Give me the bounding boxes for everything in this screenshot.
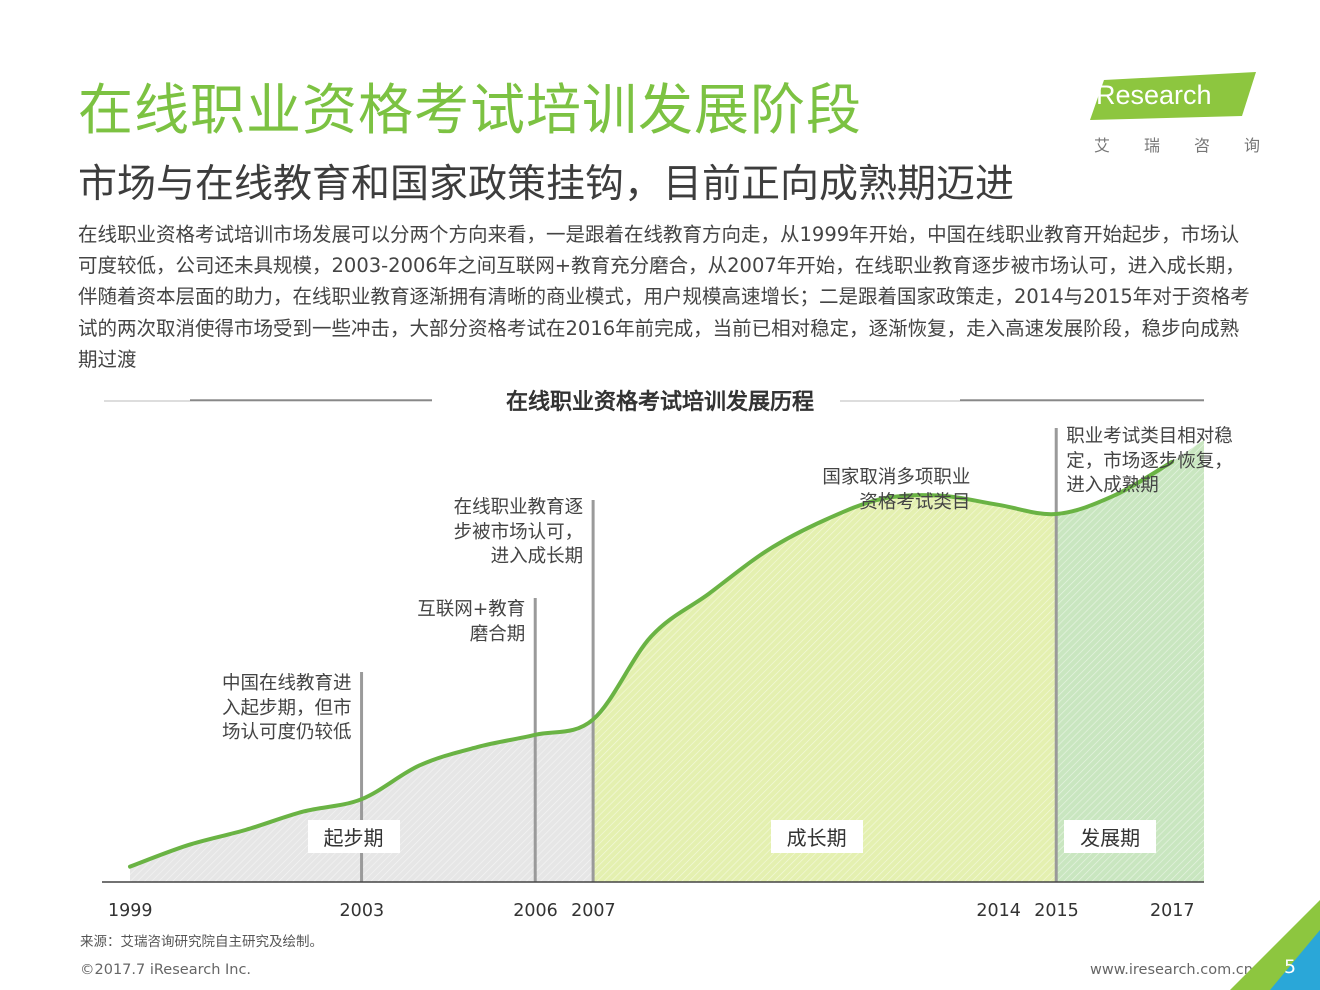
year-label-2017: 2017 — [1150, 901, 1195, 921]
annotation-line: 进入成熟期 — [1066, 475, 1159, 496]
annotation-2014: 国家取消多项职业资格考试类目 — [822, 466, 970, 515]
chart-title: 在线职业资格考试培训发展历程 — [0, 384, 1320, 416]
copyright: ©2017.7 iResearch Inc. — [80, 962, 252, 978]
website-link[interactable]: www.iresearch.com.cn — [1090, 962, 1253, 978]
annotation-line: 入起步期，但市 — [222, 697, 352, 719]
annotation-line: 进入成长期 — [490, 546, 584, 567]
logo-text: iResearch — [1090, 80, 1212, 110]
annotation-line: 国家取消多项职业 — [822, 467, 971, 488]
annotation-line: 场认可度仍较低 — [222, 722, 352, 743]
corner-decoration — [1230, 900, 1320, 990]
annotation-line: 定，市场逐步恢复， — [1066, 450, 1233, 472]
annotation-line: 磨合期 — [469, 623, 526, 645]
year-label-2014: 2014 — [976, 901, 1021, 921]
annotation-line: 资格考试类目 — [859, 491, 971, 513]
year-label-1999: 1999 — [108, 901, 153, 921]
annotation-line: 职业考试类目相对稳 — [1066, 426, 1233, 447]
annotation-2007: 在线职业教育逐 步被市场认可， 进入成长期 — [454, 496, 584, 570]
logo-badge — [1090, 72, 1256, 120]
series-line — [128, 459, 1174, 869]
phase-hatch-2 — [1056, 439, 1204, 882]
intro-paragraph: 在线职业资格考试培训市场发展可以分两个方向来看，一是跟着在线教育方向走，从199… — [78, 223, 1250, 371]
marker-lines — [360, 428, 1058, 882]
annotation-2003: 中国在线教育进 入起步期，但市 场认可度仍较低 — [222, 672, 352, 746]
growth-curve — [128, 459, 1174, 869]
year-label-2006: 2006 — [513, 901, 558, 921]
page-title: 在线职业资格考试培训发展阶段 — [78, 78, 863, 142]
annotation-line: 步被市场认可， — [453, 521, 584, 543]
page-number: 5 — [1284, 956, 1297, 978]
phase-hatch-1 — [593, 439, 1057, 882]
phase-label-1: 成长期 — [770, 820, 863, 853]
year-label-2007: 2007 — [571, 901, 616, 921]
annotation-line: 互联网+教育 — [417, 599, 526, 620]
annotation-2006: 互联网+教育磨合期 — [417, 598, 525, 647]
phase-label-0: 起步期 — [307, 820, 400, 853]
year-label-2015: 2015 — [1034, 901, 1079, 921]
chart-header-rules — [104, 399, 1204, 402]
logo-subtext: 艾瑞咨询 — [1094, 136, 1295, 155]
page-subtitle: 市场与在线教育和国家政策挂钩，目前正向成熟期迈进 — [78, 162, 1015, 207]
source-note: 来源：艾瑞咨询研究院自主研究及绘制。 — [80, 934, 323, 950]
annotation-2015: 职业考试类目相对稳 定，市场逐步恢复， 进入成熟期 — [1066, 425, 1233, 499]
iresearch-logo: iResearch 艾瑞咨询 — [1090, 72, 1260, 162]
annotation-line: 中国在线教育进 — [222, 673, 352, 694]
phase-areas — [130, 439, 1204, 882]
year-label-2003: 2003 — [339, 901, 385, 921]
phase-label-2: 发展期 — [1064, 820, 1157, 853]
annotation-line: 在线职业教育逐 — [453, 497, 584, 518]
